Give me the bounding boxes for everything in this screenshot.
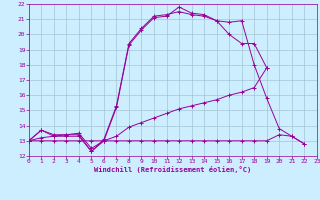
X-axis label: Windchill (Refroidissement éolien,°C): Windchill (Refroidissement éolien,°C) — [94, 166, 252, 173]
